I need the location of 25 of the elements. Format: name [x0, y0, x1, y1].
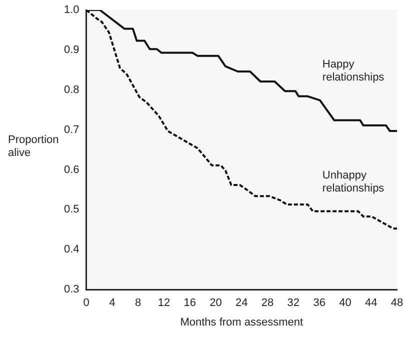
y-tick-label: 0.5: [64, 204, 80, 216]
x-tick-label: 28: [261, 297, 274, 310]
series-label: Happy relationships: [322, 58, 385, 84]
x-tick-label: 4: [109, 297, 116, 310]
x-tick-label: 24: [236, 297, 248, 310]
x-tick-label: 44: [364, 297, 378, 310]
x-axis-title: Months from assessment: [180, 316, 304, 328]
x-tick-label: 20: [210, 297, 222, 310]
y-tick-label: 0.7: [64, 124, 80, 136]
y-tick-label: 0.9: [64, 44, 80, 56]
x-tick-label: 48: [390, 297, 404, 310]
y-tick-label: 1.0: [64, 4, 80, 16]
x-tick-label: 40: [339, 297, 352, 310]
x-tick-label: 36: [313, 297, 326, 310]
y-axis-title: Proportion alive: [8, 134, 59, 159]
x-tick-label: 12: [158, 297, 170, 310]
y-tick-label: 0.8: [64, 84, 80, 96]
y-tick-label: 0.3: [64, 284, 80, 296]
y-tick-label: 0.4: [64, 244, 80, 256]
x-tick-label: 0: [83, 297, 90, 310]
y-tick-label: 0.6: [64, 164, 80, 176]
x-tick-label: 8: [135, 297, 142, 310]
x-tick-label: 32: [287, 297, 300, 310]
x-tick-label: 16: [184, 297, 196, 310]
series-label: Unhappy relationships: [322, 169, 385, 194]
